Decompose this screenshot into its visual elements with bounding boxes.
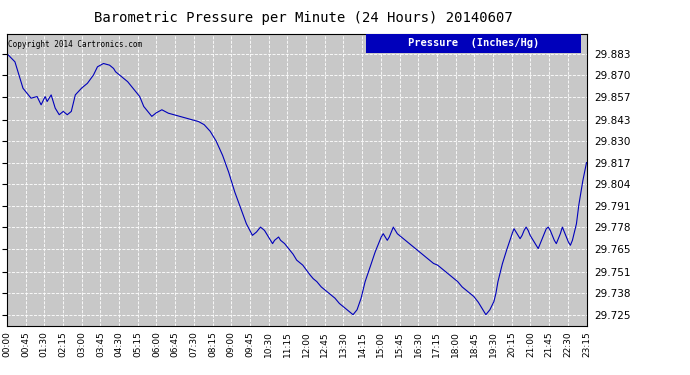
Text: Barometric Pressure per Minute (24 Hours) 20140607: Barometric Pressure per Minute (24 Hours… [95, 11, 513, 25]
Text: Copyright 2014 Cartronics.com: Copyright 2014 Cartronics.com [8, 40, 142, 49]
